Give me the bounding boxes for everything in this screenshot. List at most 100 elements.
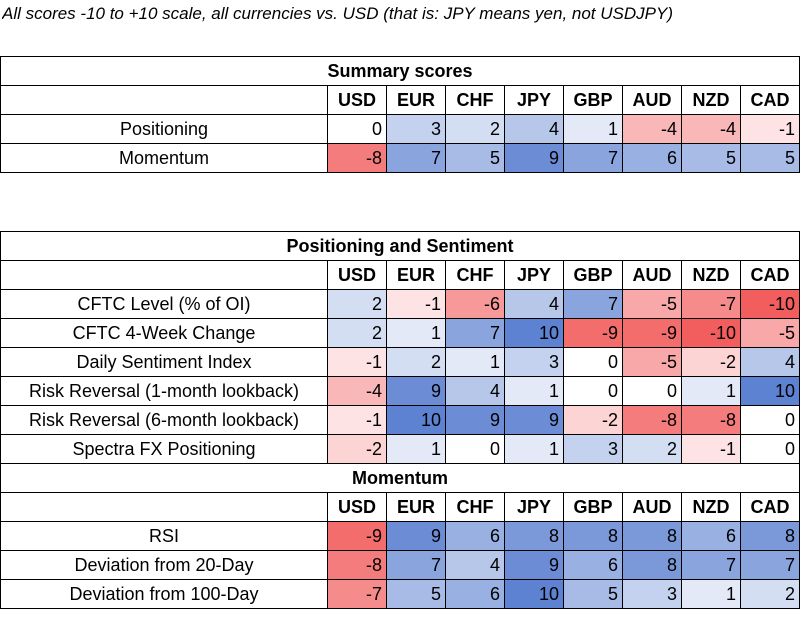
score-cell-usd: -1 [327,347,387,377]
score-cell-usd: -1 [327,405,387,435]
score-cell-nzd: 7 [681,550,741,580]
score-cell-usd: -4 [327,376,387,406]
currency-header-eur: EUR [386,85,446,115]
table-row: Risk Reversal (1-month lookback) -4 9 4 1 0 0 1… [0,376,800,406]
header-blank-cell [0,492,328,522]
score-cell-usd: -7 [327,579,387,609]
score-cell-nzd: -2 [681,347,741,377]
score-cell-nzd: -1 [681,434,741,464]
currency-header-jpy: JPY [504,492,564,522]
currency-header-aud: AUD [622,85,682,115]
score-cell-aud: 8 [622,550,682,580]
score-cell-jpy: 9 [504,405,564,435]
row-label: CFTC Level (% of OI) [0,289,328,319]
score-cell-gbp: 8 [563,521,623,551]
score-cell-chf: 1 [445,347,505,377]
score-cell-jpy: 1 [504,376,564,406]
score-cell-jpy: 1 [504,434,564,464]
score-cell-gbp: 0 [563,347,623,377]
score-cell-nzd: -10 [681,318,741,348]
score-cell-gbp: 1 [563,114,623,144]
currency-header-eur: EUR [386,260,446,290]
header-blank-cell [0,260,328,290]
currency-header-gbp: GBP [563,492,623,522]
score-cell-aud: -8 [622,405,682,435]
score-cell-chf: 4 [445,550,505,580]
table-row: Momentum -8 7 5 9 7 6 5 5 [0,143,800,173]
score-cell-eur: 2 [386,347,446,377]
score-cell-aud: 8 [622,521,682,551]
score-cell-eur: 1 [386,434,446,464]
header-blank-cell [0,85,328,115]
section-title-row: Momentum [0,463,800,493]
score-cell-nzd: 1 [681,579,741,609]
score-cell-nzd: -4 [681,114,741,144]
currency-header-cad: CAD [740,260,800,290]
score-cell-aud: 3 [622,579,682,609]
table-row: Spectra FX Positioning -2 1 0 1 3 2 -1 0 [0,434,800,464]
score-cell-nzd: 6 [681,521,741,551]
currency-header-usd: USD [327,492,387,522]
score-cell-aud: -9 [622,318,682,348]
score-cell-gbp: -9 [563,318,623,348]
currency-header-row: USD EUR CHF JPY GBP AUD NZD CAD [0,260,800,290]
score-cell-eur: -1 [386,289,446,319]
score-cell-gbp: 7 [563,289,623,319]
currency-header-chf: CHF [445,85,505,115]
score-cell-gbp: 6 [563,550,623,580]
score-cell-cad: 0 [740,405,800,435]
score-cell-aud: -4 [622,114,682,144]
score-cell-chf: -6 [445,289,505,319]
score-cell-cad: 4 [740,347,800,377]
score-cell-eur: 1 [386,318,446,348]
row-label: Positioning [0,114,328,144]
row-label: CFTC 4-Week Change [0,318,328,348]
score-cell-eur: 10 [386,405,446,435]
row-label: Deviation from 100-Day [0,579,328,609]
table-row: Deviation from 20-Day -8 7 4 9 6 8 7 7 [0,550,800,580]
score-cell-nzd: -8 [681,405,741,435]
row-label: Deviation from 20-Day [0,550,328,580]
score-cell-cad: 7 [740,550,800,580]
score-cell-jpy: 10 [504,318,564,348]
currency-header-jpy: JPY [504,85,564,115]
row-label: Risk Reversal (6-month lookback) [0,405,328,435]
currency-header-cad: CAD [740,85,800,115]
row-label: Daily Sentiment Index [0,347,328,377]
currency-header-chf: CHF [445,492,505,522]
score-cell-jpy: 10 [504,579,564,609]
currency-header-chf: CHF [445,260,505,290]
currency-header-aud: AUD [622,492,682,522]
score-cell-eur: 7 [386,550,446,580]
score-cell-usd: -2 [327,434,387,464]
section-title-row: Summary scores [0,56,800,86]
table-row: Positioning 0 3 2 4 1 -4 -4 -1 [0,114,800,144]
score-cell-nzd: 5 [681,143,741,173]
table-row: Risk Reversal (6-month lookback) -1 10 9 9 -2… [0,405,800,435]
summary-scores-table: Summary scores USD EUR CHF JPY GBP AUD NZD CAD Po… [0,56,800,173]
score-cell-cad: 0 [740,434,800,464]
score-cell-chf: 7 [445,318,505,348]
score-cell-chf: 9 [445,405,505,435]
row-label: RSI [0,521,328,551]
score-cell-jpy: 9 [504,143,564,173]
score-cell-usd: 0 [327,114,387,144]
score-cell-jpy: 8 [504,521,564,551]
score-cell-cad: 2 [740,579,800,609]
score-cell-usd: 2 [327,318,387,348]
score-cell-eur: 3 [386,114,446,144]
score-cell-eur: 7 [386,143,446,173]
score-cell-cad: -10 [740,289,800,319]
currency-header-nzd: NZD [681,260,741,290]
score-cell-gbp: 5 [563,579,623,609]
score-cell-jpy: 3 [504,347,564,377]
score-cell-usd: -8 [327,143,387,173]
currency-header-row: USD EUR CHF JPY GBP AUD NZD CAD [0,85,800,115]
currency-header-jpy: JPY [504,260,564,290]
score-cell-gbp: 7 [563,143,623,173]
score-cell-jpy: 4 [504,289,564,319]
row-label: Risk Reversal (1-month lookback) [0,376,328,406]
table-caption: All scores -10 to +10 scale, all currenc… [2,4,673,23]
score-cell-chf: 6 [445,579,505,609]
score-cell-usd: -9 [327,521,387,551]
